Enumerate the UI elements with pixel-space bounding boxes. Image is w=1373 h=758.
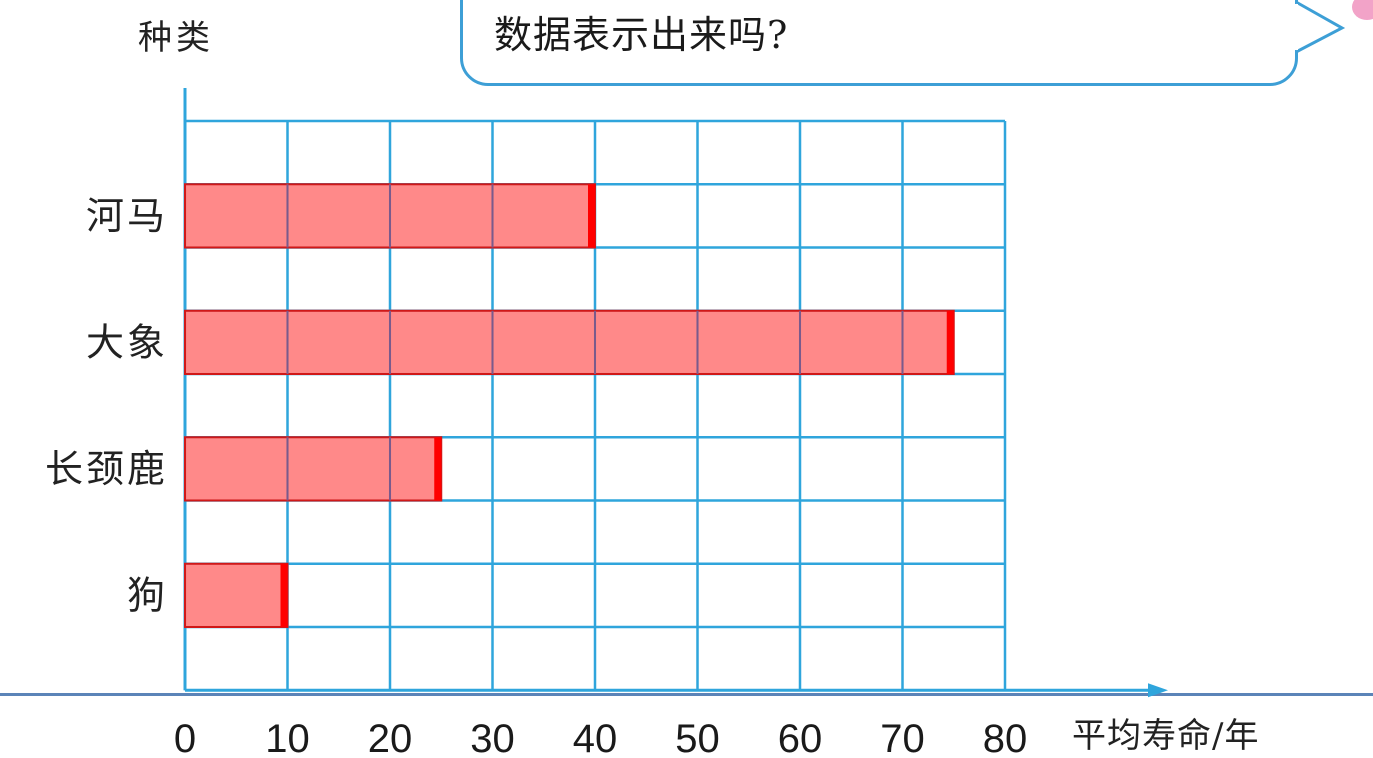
y-axis-title: 种类	[138, 18, 214, 58]
bar	[185, 437, 442, 501]
category-label: 河马	[86, 194, 168, 238]
x-axis-title: 平均寿命/年	[1072, 716, 1260, 756]
bar-end-mark	[434, 437, 442, 501]
category-label: 狗	[127, 573, 168, 617]
bar-end-mark	[588, 184, 595, 248]
x-axis-arrow	[1148, 683, 1168, 698]
x-tick-label: 50	[675, 717, 720, 758]
x-tick-label: 60	[778, 717, 823, 758]
x-tick-label: 80	[983, 717, 1028, 758]
x-tick-label: 40	[573, 717, 618, 758]
category-label: 大象	[86, 320, 168, 364]
bar-end-mark	[280, 563, 288, 627]
x-tick-label: 70	[880, 717, 925, 758]
category-label: 长颈鹿	[45, 447, 168, 491]
bar	[185, 563, 288, 627]
speech-bubble-text: 数据表示出来吗?	[494, 13, 789, 57]
x-tick-label: 0	[174, 717, 196, 758]
x-tick-label: 20	[368, 717, 413, 758]
x-tick-label: 10	[265, 717, 310, 758]
baseline-rule	[0, 693, 1373, 696]
speech-bubble	[460, 0, 1298, 86]
x-tick-label: 30	[470, 717, 515, 758]
bar	[185, 310, 954, 374]
speech-bubble-tail	[1290, 0, 1346, 54]
bar-end-mark	[946, 310, 954, 374]
character-illustration-fragment	[1352, 0, 1373, 20]
